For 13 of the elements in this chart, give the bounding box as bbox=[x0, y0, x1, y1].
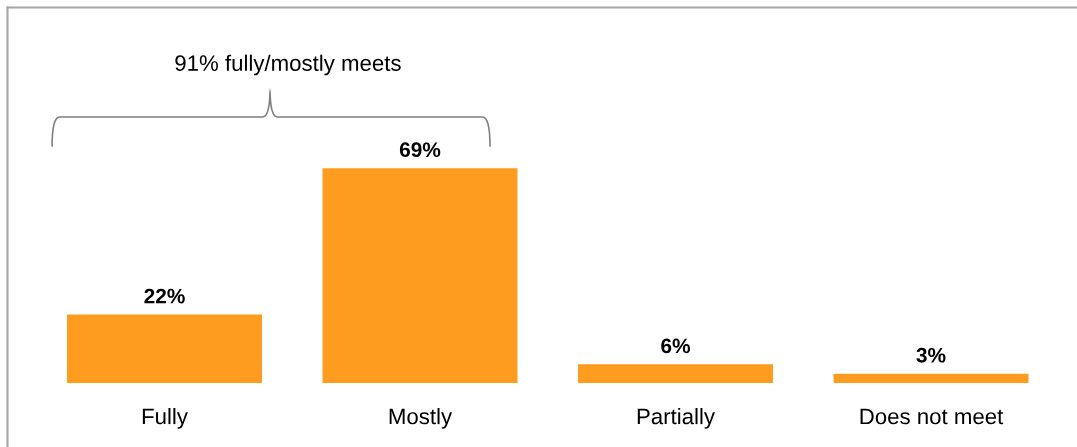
data-label: 6% bbox=[661, 338, 691, 354]
x-tick-label: Partially bbox=[637, 408, 715, 429]
bar bbox=[67, 314, 262, 383]
x-tick-label: Mostly bbox=[389, 408, 453, 429]
x-tick-label: Does not meet bbox=[860, 408, 1004, 425]
bar bbox=[833, 373, 1029, 383]
x-tick-label: Fully bbox=[142, 408, 188, 429]
data-label: 69% bbox=[399, 142, 441, 158]
data-label: 22% bbox=[144, 288, 185, 304]
data-label: 3% bbox=[916, 347, 946, 363]
bar bbox=[322, 168, 518, 383]
bar bbox=[578, 364, 773, 383]
text: 91% fully/mostly meets bbox=[175, 54, 401, 76]
